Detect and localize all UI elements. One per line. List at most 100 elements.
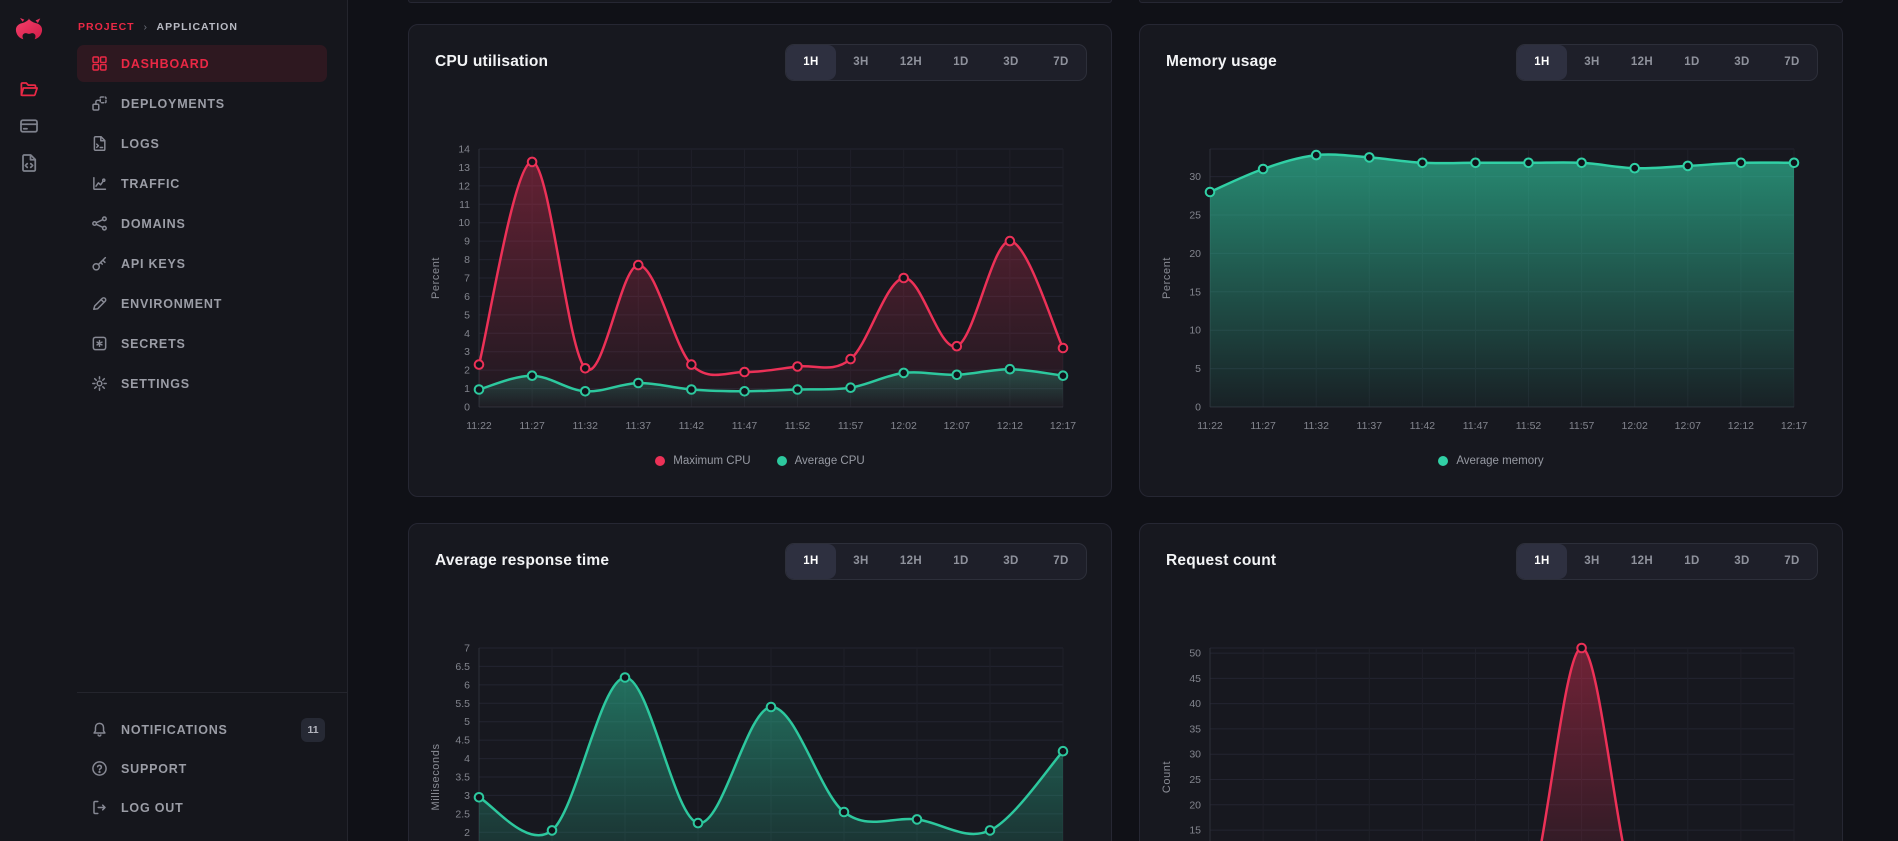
secrets-icon [91, 335, 108, 352]
range-3d-button[interactable]: 3D [1734, 555, 1750, 567]
svg-text:5: 5 [464, 716, 470, 728]
svg-text:11:57: 11:57 [838, 420, 864, 432]
svg-text:Count: Count [1161, 761, 1173, 793]
range-1d-button[interactable]: 1D [953, 555, 969, 567]
sidebar-nav: DASHBOARD DEPLOYMENTS LOGS TRAFFIC DOMAINS AP… [58, 43, 347, 405]
sidebar-item-api-keys[interactable]: API KEYS [77, 245, 327, 282]
file-code-icon[interactable] [19, 153, 39, 173]
svg-text:12:07: 12:07 [944, 420, 970, 432]
main-content: 0 1 2 3 4 5 6 7 8 9 10 11 12 13 14 Percent 11:22 11:27 11:… [348, 0, 1898, 841]
svg-text:2: 2 [464, 827, 470, 839]
breadcrumb-separator: › [143, 21, 149, 33]
range-1h-button[interactable]: 1H [1517, 44, 1567, 80]
svg-text:5.5: 5.5 [455, 698, 470, 710]
svg-text:11:22: 11:22 [466, 420, 492, 432]
svg-text:12: 12 [458, 180, 470, 192]
range-1h-button[interactable]: 1H [786, 543, 836, 579]
range-3d-button[interactable]: 3D [1003, 555, 1019, 567]
legend-dot [655, 456, 666, 466]
sidebar-item-domains[interactable]: DOMAINS [77, 205, 327, 242]
svg-text:30: 30 [1189, 749, 1201, 761]
legend-item-average-cpu[interactable]: Average CPU [776, 455, 865, 467]
svg-text:20: 20 [1189, 799, 1201, 811]
sidebar-item-traffic[interactable]: TRAFFIC [77, 165, 327, 202]
svg-text:40: 40 [1189, 698, 1201, 710]
page-title-cpu: CPU utilisation [435, 53, 549, 70]
svg-text:2: 2 [464, 365, 470, 377]
sidebar-item-logs[interactable]: LOGS [77, 125, 327, 162]
cutoff-card-row [408, 0, 1843, 3]
sidebar-item-dashboard[interactable]: DASHBOARD [77, 45, 327, 82]
range-3h-button[interactable]: 3H [853, 56, 869, 68]
range-12h-button[interactable]: 12H [1630, 555, 1654, 567]
svg-text:10: 10 [1189, 325, 1201, 337]
range-1d-button[interactable]: 1D [953, 56, 969, 68]
sidebar-item-label: SECRETS [121, 336, 186, 351]
sidebar-spacer [58, 405, 347, 692]
sidebar-item-environment[interactable]: ENVIRONMENT [77, 285, 327, 322]
range-7d-button[interactable]: 7D [1784, 56, 1800, 68]
range-7d-button[interactable]: 7D [1053, 56, 1069, 68]
logout-icon [91, 799, 108, 816]
sidebar-item-settings[interactable]: SETTINGS [77, 365, 327, 402]
svg-text:12:12: 12:12 [997, 420, 1023, 432]
range-3d-button[interactable]: 3D [1003, 56, 1019, 68]
range-7d-button[interactable]: 7D [1053, 555, 1069, 567]
svg-text:12:17: 12:17 [1050, 420, 1076, 432]
logs-icon [91, 135, 108, 152]
response-time-chart: 2 2.5 3 3.5 4 4.5 5 5.5 6 6.5 7 Milliseconds [409, 524, 1111, 841]
sidebar-item-support[interactable]: SUPPORT [77, 749, 327, 788]
folder-open-icon[interactable] [19, 79, 39, 99]
sidebar-item-label: LOG OUT [121, 800, 184, 815]
range-1d-button[interactable]: 1D [1684, 555, 1700, 567]
legend-item-maximum-cpu[interactable]: Maximum CPU [655, 455, 751, 467]
range-1h-button[interactable]: 1H [786, 44, 836, 80]
nest-logo[interactable] [12, 15, 46, 49]
breadcrumb-project[interactable]: PROJECT [78, 21, 135, 33]
svg-text:14: 14 [458, 144, 470, 156]
requests-range-group: 1H 3H 12H 1D 3D 7D [1516, 542, 1818, 580]
page-title-requests: Request count [1166, 552, 1277, 569]
card-cpu-utilisation: 0 1 2 3 4 5 6 7 8 9 10 11 12 13 14 Percent 11:22 11:27 11:… [408, 24, 1112, 497]
svg-text:11:37: 11:37 [1357, 420, 1383, 432]
svg-text:11:57: 11:57 [1569, 420, 1595, 432]
svg-text:9: 9 [464, 236, 470, 248]
cpu-legend: Maximum CPU Average CPU [409, 455, 1111, 467]
range-12h-button[interactable]: 12H [899, 555, 923, 567]
range-3h-button[interactable]: 3H [853, 555, 869, 567]
range-3h-button[interactable]: 3H [1584, 56, 1600, 68]
sidebar-divider [77, 692, 347, 693]
notifications-count-badge: 11 [301, 717, 325, 742]
range-12h-button[interactable]: 12H [899, 56, 923, 68]
sidebar-item-secrets[interactable]: SECRETS [77, 325, 327, 362]
svg-text:50: 50 [1189, 648, 1201, 660]
sidebar-item-log-out[interactable]: LOG OUT [77, 788, 327, 827]
svg-text:35: 35 [1189, 723, 1201, 735]
request-count-chart: 05101520253035404550Count [1140, 524, 1842, 841]
range-1h-button[interactable]: 1H [1517, 543, 1567, 579]
legend-label: Maximum CPU [673, 455, 751, 467]
svg-text:11:52: 11:52 [1516, 420, 1542, 432]
page-title-response: Average response time [435, 552, 610, 569]
sidebar-item-notifications[interactable]: NOTIFICATIONS 11 [77, 710, 327, 749]
svg-text:15: 15 [1189, 286, 1201, 298]
range-7d-button[interactable]: 7D [1784, 555, 1800, 567]
svg-text:7: 7 [464, 643, 470, 655]
svg-text:4.5: 4.5 [455, 735, 470, 747]
range-3d-button[interactable]: 3D [1734, 56, 1750, 68]
svg-text:11:47: 11:47 [732, 420, 758, 432]
sidebar-item-deployments[interactable]: DEPLOYMENTS [77, 85, 327, 122]
svg-text:11:37: 11:37 [626, 420, 652, 432]
svg-text:11:32: 11:32 [1303, 420, 1329, 432]
credit-card-icon[interactable] [19, 116, 39, 136]
range-3h-button[interactable]: 3H [1584, 555, 1600, 567]
page-title-memory: Memory usage [1166, 53, 1277, 70]
legend-item-average-memory[interactable]: Average memory [1438, 455, 1544, 467]
range-1d-button[interactable]: 1D [1684, 56, 1700, 68]
range-12h-button[interactable]: 12H [1630, 56, 1654, 68]
svg-text:30: 30 [1189, 171, 1201, 183]
svg-text:25: 25 [1189, 774, 1201, 786]
svg-text:12:07: 12:07 [1675, 420, 1701, 432]
deployments-icon [91, 95, 108, 112]
sidebar-item-label: LOGS [121, 136, 160, 151]
